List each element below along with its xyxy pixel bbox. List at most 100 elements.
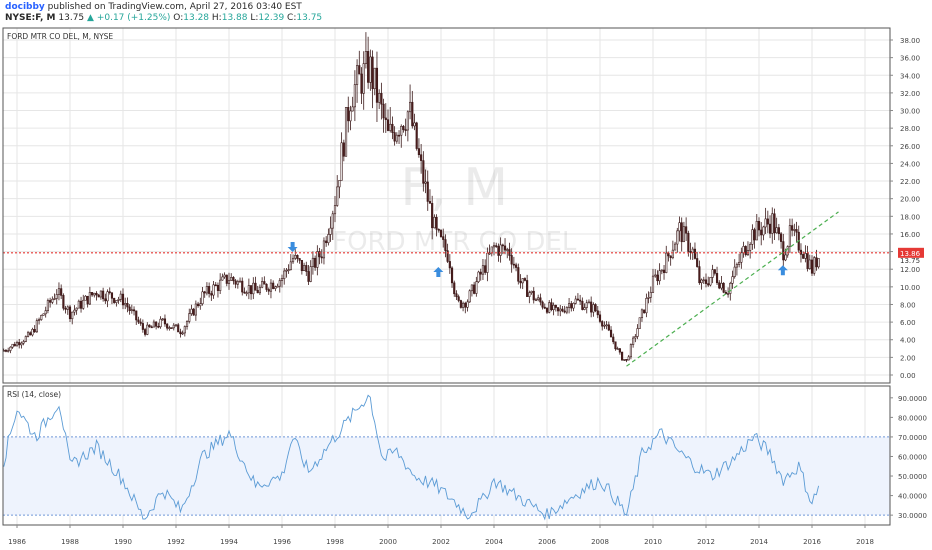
candle-body: [141, 323, 144, 330]
candle-body: [702, 279, 705, 282]
candle-body: [342, 142, 345, 157]
candle-body: [428, 201, 432, 204]
candle-body: [188, 313, 191, 322]
candle-body: [338, 180, 341, 188]
candle-body: [435, 216, 438, 230]
candle-body: [137, 319, 140, 323]
candle-body: [269, 282, 273, 292]
time-tick-label: 2014: [750, 538, 768, 546]
candle-body: [393, 132, 396, 142]
candle-body: [208, 286, 211, 294]
candle-body: [786, 246, 789, 256]
author-link[interactable]: docibby: [5, 2, 45, 12]
candle-body: [344, 107, 348, 157]
candle-body: [501, 244, 504, 247]
candle-body: [203, 291, 206, 294]
candle-body: [378, 92, 381, 103]
candle-body: [163, 318, 167, 325]
price-tick-label: 4.00: [900, 337, 916, 345]
candle-body: [559, 308, 562, 312]
candle-body: [79, 300, 83, 309]
candle-body: [322, 240, 326, 259]
candle-body: [214, 284, 217, 287]
candle-body: [517, 267, 520, 282]
time-tick-label: 2018: [856, 538, 874, 546]
candle-body: [267, 289, 270, 292]
time-tick-label: 1992: [167, 538, 185, 546]
candle-body: [159, 318, 162, 328]
candle-body: [296, 255, 299, 259]
price-panel-frame: [2, 27, 891, 384]
candle-body: [682, 226, 685, 243]
candle-body: [181, 332, 184, 335]
candle-body: [216, 284, 220, 291]
candle-body: [738, 261, 741, 265]
candle-body: [199, 303, 202, 307]
candle-body: [623, 359, 626, 361]
candle-body: [523, 278, 526, 281]
candle-body: [563, 310, 566, 313]
last-price-tag-label: 13.75: [900, 257, 920, 265]
candle-body: [733, 266, 736, 277]
candle-body: [91, 292, 94, 296]
candle-body: [638, 317, 641, 329]
candle-body: [148, 324, 151, 328]
candle-body: [252, 282, 255, 295]
candle-body: [722, 282, 725, 293]
candle-body: [351, 106, 354, 112]
candle-body: [174, 324, 178, 327]
candle-body: [4, 350, 8, 352]
candle-body: [561, 308, 564, 312]
candle-body: [309, 266, 312, 282]
candle-body: [263, 281, 266, 285]
price-tick-label: 18.00: [900, 213, 920, 221]
candle-body: [495, 245, 498, 247]
candle-body: [254, 282, 257, 291]
candle-body: [265, 283, 268, 290]
candle-body: [592, 304, 595, 313]
candle-body: [669, 255, 672, 259]
trendline[interactable]: [626, 211, 839, 367]
candle-body: [49, 300, 52, 303]
rsi-tick-label: 40.0000: [898, 493, 927, 501]
candle-body: [532, 290, 535, 301]
price-panel-title: FORD MTR CO DEL, M, NYSE: [7, 32, 113, 41]
candle-body: [704, 279, 708, 284]
candle-body: [744, 246, 747, 256]
candle-body: [124, 302, 127, 306]
candle-body: [400, 125, 403, 136]
candle-body: [678, 222, 681, 232]
price-tick-label: 30.00: [900, 108, 920, 116]
arrow-up-icon: [433, 266, 444, 277]
candle-body: [205, 286, 208, 294]
candle-body: [155, 321, 158, 327]
candle-body: [274, 286, 277, 289]
watermark-ticker: F, M: [400, 158, 508, 218]
candle-body: [303, 265, 306, 272]
candle-body: [426, 181, 429, 202]
rsi-band: [3, 436, 890, 516]
candle-body: [607, 324, 610, 331]
candle-body: [515, 264, 518, 268]
candle-body: [256, 289, 259, 294]
arrows: [287, 242, 788, 277]
candle-body: [565, 307, 568, 313]
candle-body: [742, 246, 745, 254]
panel-frames: [2, 27, 891, 526]
candle-body: [647, 297, 650, 299]
candle-body: [804, 253, 807, 259]
candle-body: [64, 307, 67, 310]
candle-body: [466, 301, 469, 308]
open-label: O:: [173, 13, 184, 23]
candle-body: [751, 229, 754, 245]
candle-body: [709, 277, 712, 286]
candle-body: [316, 251, 319, 268]
candle-body: [671, 249, 674, 259]
open-value: 13.28: [183, 13, 210, 23]
candle-body: [77, 300, 80, 309]
candle-body: [497, 246, 500, 256]
candle-body: [618, 348, 621, 353]
candle-body: [7, 350, 10, 352]
candle-body: [658, 270, 661, 282]
